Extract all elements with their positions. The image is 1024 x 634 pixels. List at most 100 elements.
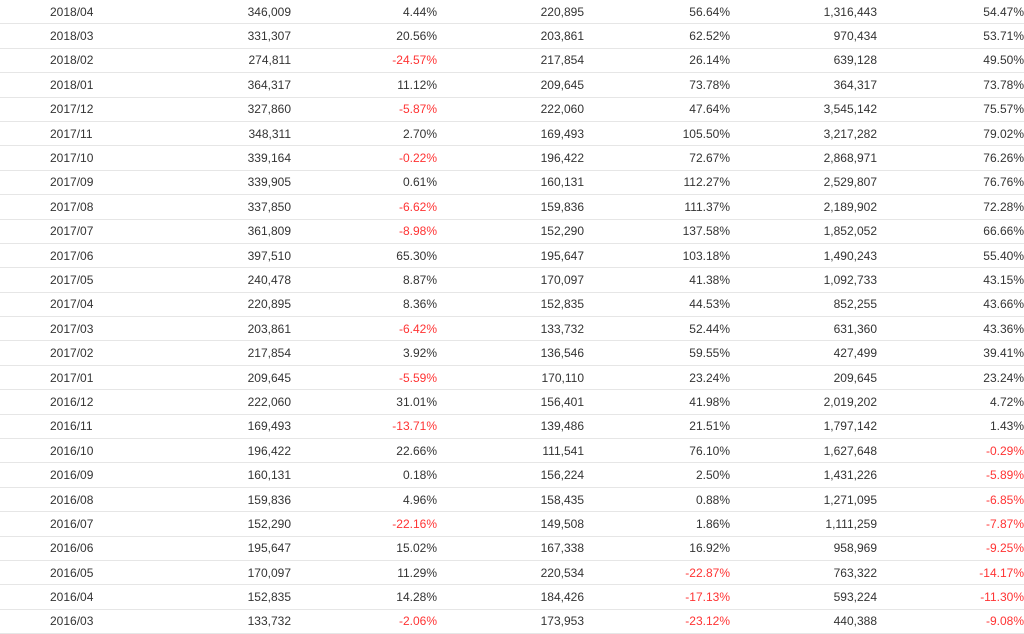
cumulative-cell: 209,645	[730, 365, 877, 391]
value-b-cell: 136,546	[437, 340, 584, 366]
cumulative-change-cell: -6.85%	[877, 487, 1024, 513]
value-b-cell: 139,486	[437, 414, 584, 440]
cumulative-cell: 1,092,733	[730, 267, 877, 293]
value-b-cell: 220,534	[437, 560, 584, 586]
month-cell: 2016/03	[0, 609, 150, 634]
change-b-cell: 0.88%	[584, 487, 730, 513]
change-b-cell: 56.64%	[584, 0, 730, 25]
cumulative-cell: 427,499	[730, 340, 877, 366]
change-a-cell: 65.30%	[291, 243, 437, 269]
value-a-cell: 364,317	[150, 72, 291, 98]
table-row: 2017/07 361,809 -8.98% 152,290 137.58% 1,852,…	[0, 219, 1024, 244]
value-b-cell: 149,508	[437, 511, 584, 537]
change-a-cell: -6.42%	[291, 316, 437, 342]
value-b-cell: 167,338	[437, 536, 584, 561]
cumulative-change-cell: 53.71%	[877, 23, 1024, 49]
value-a-cell: 170,097	[150, 560, 291, 586]
change-b-cell: -17.13%	[584, 584, 730, 610]
value-b-cell: 184,426	[437, 584, 584, 610]
cumulative-change-cell: 75.57%	[877, 97, 1024, 122]
value-a-cell: 331,307	[150, 23, 291, 49]
change-a-cell: 11.29%	[291, 560, 437, 586]
value-b-cell: 203,861	[437, 23, 584, 49]
change-b-cell: 21.51%	[584, 414, 730, 440]
month-cell: 2017/02	[0, 340, 150, 366]
table-row: 2017/05 240,478 8.87% 170,097 41.38% 1,092,73…	[0, 267, 1024, 293]
cumulative-cell: 2,529,807	[730, 170, 877, 196]
change-a-cell: 8.87%	[291, 267, 437, 293]
value-a-cell: 337,850	[150, 194, 291, 220]
cumulative-change-cell: 49.50%	[877, 48, 1024, 74]
value-a-cell: 346,009	[150, 0, 291, 25]
value-a-cell: 397,510	[150, 243, 291, 269]
cumulative-cell: 2,019,202	[730, 389, 877, 415]
table-row: 2018/03 331,307 20.56% 203,861 62.52% 970,434…	[0, 23, 1024, 49]
value-a-cell: 196,422	[150, 438, 291, 464]
month-cell: 2018/03	[0, 23, 150, 49]
change-a-cell: 22.66%	[291, 438, 437, 464]
cumulative-change-cell: -11.30%	[877, 584, 1024, 610]
cumulative-change-cell: 43.66%	[877, 292, 1024, 318]
cumulative-cell: 763,322	[730, 560, 877, 586]
month-cell: 2017/05	[0, 267, 150, 293]
change-a-cell: -0.22%	[291, 145, 437, 171]
change-b-cell: 111.37%	[584, 194, 730, 220]
cumulative-change-cell: 43.15%	[877, 267, 1024, 293]
month-cell: 2016/10	[0, 438, 150, 464]
cumulative-change-cell: 66.66%	[877, 219, 1024, 244]
change-b-cell: -23.12%	[584, 609, 730, 634]
value-b-cell: 133,732	[437, 316, 584, 342]
change-a-cell: 14.28%	[291, 584, 437, 610]
table-row: 2017/10 339,164 -0.22% 196,422 72.67% 2,868,9…	[0, 145, 1024, 171]
change-a-cell: -22.16%	[291, 511, 437, 537]
table-row: 2016/09 160,131 0.18% 156,224 2.50% 1,431,226…	[0, 462, 1024, 488]
cumulative-change-cell: -9.08%	[877, 609, 1024, 634]
table-row: 2018/01 364,317 11.12% 209,645 73.78% 364,317…	[0, 72, 1024, 98]
cumulative-cell: 1,431,226	[730, 462, 877, 488]
value-a-cell: 152,835	[150, 584, 291, 610]
table-row: 2017/09 339,905 0.61% 160,131 112.27% 2,529,8…	[0, 170, 1024, 196]
value-b-cell: 222,060	[437, 97, 584, 122]
month-cell: 2016/08	[0, 487, 150, 513]
change-a-cell: 8.36%	[291, 292, 437, 318]
cumulative-cell: 593,224	[730, 584, 877, 610]
change-a-cell: 15.02%	[291, 536, 437, 561]
cumulative-change-cell: 23.24%	[877, 365, 1024, 391]
month-cell: 2016/05	[0, 560, 150, 586]
table-row: 2016/11 169,493 -13.71% 139,486 21.51% 1,797,…	[0, 414, 1024, 440]
change-b-cell: 112.27%	[584, 170, 730, 196]
cumulative-change-cell: -7.87%	[877, 511, 1024, 537]
value-a-cell: 220,895	[150, 292, 291, 318]
value-a-cell: 327,860	[150, 97, 291, 122]
value-b-cell: 170,110	[437, 365, 584, 391]
cumulative-change-cell: 79.02%	[877, 121, 1024, 147]
value-b-cell: 220,895	[437, 0, 584, 25]
month-cell: 2017/04	[0, 292, 150, 318]
change-b-cell: 47.64%	[584, 97, 730, 122]
change-b-cell: 41.98%	[584, 389, 730, 415]
month-cell: 2018/04	[0, 0, 150, 25]
change-a-cell: -6.62%	[291, 194, 437, 220]
change-a-cell: -5.59%	[291, 365, 437, 391]
cumulative-cell: 1,490,243	[730, 243, 877, 269]
value-a-cell: 222,060	[150, 389, 291, 415]
value-b-cell: 156,401	[437, 389, 584, 415]
table-row: 2017/11 348,311 2.70% 169,493 105.50% 3,217,2…	[0, 121, 1024, 147]
month-cell: 2016/06	[0, 536, 150, 561]
table-row: 2016/06 195,647 15.02% 167,338 16.92% 958,969…	[0, 536, 1024, 561]
change-a-cell: 20.56%	[291, 23, 437, 49]
change-b-cell: 41.38%	[584, 267, 730, 293]
month-cell: 2017/12	[0, 97, 150, 122]
cumulative-cell: 2,868,971	[730, 145, 877, 171]
change-b-cell: 44.53%	[584, 292, 730, 318]
change-b-cell: 2.50%	[584, 462, 730, 488]
change-b-cell: 1.86%	[584, 511, 730, 537]
month-cell: 2016/12	[0, 389, 150, 415]
month-cell: 2017/01	[0, 365, 150, 391]
value-a-cell: 160,131	[150, 462, 291, 488]
cumulative-change-cell: 43.36%	[877, 316, 1024, 342]
change-a-cell: -2.06%	[291, 609, 437, 634]
month-cell: 2017/08	[0, 194, 150, 220]
change-b-cell: 16.92%	[584, 536, 730, 561]
